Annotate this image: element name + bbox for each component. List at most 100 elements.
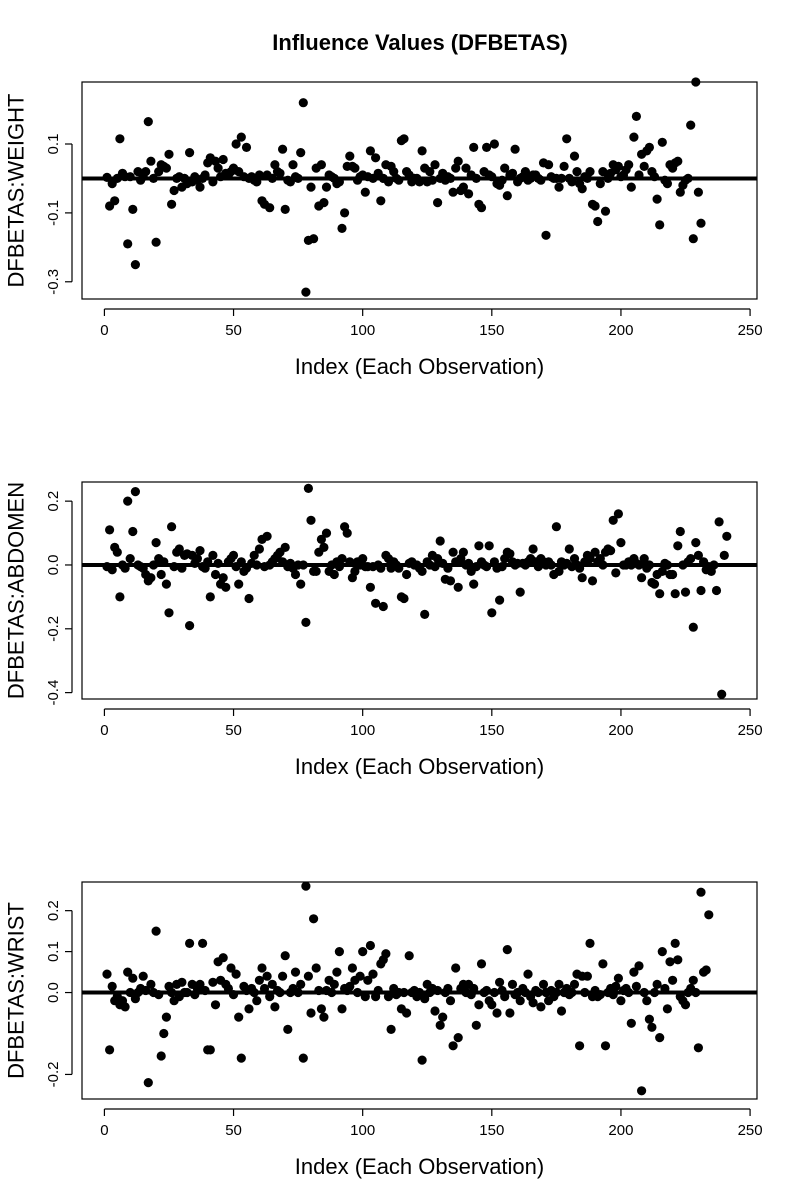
- data-point-abdomen: [495, 595, 505, 605]
- data-point-weight: [128, 204, 138, 214]
- data-point-wrist: [249, 987, 259, 998]
- data-point-wrist: [528, 998, 538, 1008]
- data-point-weight: [631, 111, 642, 121]
- data-point-wrist: [399, 987, 409, 998]
- y-tick-label-abdomen: -0.4: [45, 680, 62, 706]
- data-point-abdomen: [649, 579, 660, 589]
- data-point-abdomen: [464, 558, 474, 569]
- y-tick-label-wrist: 0.1: [45, 941, 62, 962]
- data-point-abdomen: [417, 566, 427, 577]
- plot-frame-wrist: [81, 881, 758, 1100]
- data-point-wrist: [489, 987, 499, 998]
- data-point-wrist: [363, 975, 373, 985]
- data-point-wrist: [151, 926, 161, 936]
- data-point-abdomen: [634, 560, 644, 570]
- x-tick-label-abdomen: 100: [350, 722, 375, 739]
- data-point-abdomen: [482, 562, 492, 572]
- y-axis-title-weight: DFBETAS:WEIGHT: [4, 94, 29, 288]
- data-point-abdomen: [329, 569, 339, 580]
- data-point-abdomen: [185, 621, 195, 631]
- data-point-wrist: [347, 963, 357, 973]
- data-point-wrist: [327, 987, 337, 998]
- data-point-weight: [652, 194, 662, 204]
- data-point-wrist: [435, 1020, 445, 1030]
- data-point-abdomen: [159, 557, 169, 567]
- x-tick-label-wrist: 0: [100, 1122, 108, 1139]
- data-point-weight: [270, 160, 280, 170]
- data-point-weight: [319, 198, 329, 208]
- data-point-weight: [334, 177, 344, 187]
- data-point-abdomen: [691, 538, 701, 548]
- data-point-wrist: [644, 1014, 655, 1024]
- data-point-abdomen: [365, 582, 375, 592]
- data-point-abdomen: [469, 579, 479, 589]
- data-point-weight: [316, 160, 326, 170]
- data-point-wrist: [267, 979, 277, 990]
- data-point-wrist: [386, 1024, 396, 1034]
- data-point-weight: [644, 142, 655, 152]
- data-point-wrist: [198, 938, 208, 949]
- plot-frame-weight: [81, 81, 758, 300]
- data-point-wrist: [154, 990, 164, 1000]
- data-point-abdomen: [709, 560, 719, 570]
- data-point-abdomen: [120, 563, 130, 573]
- data-point-weight: [200, 170, 210, 180]
- data-point-abdomen: [564, 544, 574, 554]
- data-point-wrist: [200, 985, 210, 996]
- data-point-weight: [146, 156, 156, 166]
- data-point-abdomen: [394, 563, 404, 573]
- data-point-wrist: [608, 990, 618, 1000]
- data-point-wrist: [128, 973, 138, 983]
- data-point-weight: [476, 203, 487, 213]
- x-tick-label-abdomen: 0: [100, 722, 108, 739]
- data-point-abdomen: [252, 560, 262, 570]
- data-point-wrist: [626, 1018, 636, 1028]
- data-point-weight: [167, 199, 177, 209]
- data-point-weight: [497, 175, 507, 185]
- data-point-abdomen: [435, 536, 445, 546]
- data-point-weight: [464, 189, 474, 199]
- data-point-wrist: [298, 1053, 308, 1063]
- data-point-wrist: [556, 1006, 567, 1016]
- y-axis-title-abdomen: DFBETAS:ABDOMEN: [4, 482, 29, 699]
- data-point-weight: [143, 117, 153, 127]
- data-point-abdomen: [655, 589, 665, 599]
- panel-dfbetas-abdomen: 0 50 100 150 200 250 0.2 0.0 -0.2 -0.4 Index (Each…: [4, 481, 763, 779]
- data-point-wrist: [657, 947, 667, 957]
- data-point-abdomen: [722, 531, 732, 541]
- data-point-weight: [399, 134, 409, 144]
- data-point-wrist: [598, 959, 608, 969]
- data-point-weight: [544, 160, 554, 170]
- x-tick-label-weight: 100: [350, 322, 375, 339]
- y-tick-label-wrist: 0.0: [45, 982, 62, 1003]
- data-point-weight: [296, 148, 306, 158]
- data-point-abdomen: [306, 515, 316, 525]
- x-tick-label-abdomen: 50: [225, 722, 242, 739]
- data-point-wrist: [492, 1008, 502, 1018]
- data-point-abdomen: [249, 550, 259, 561]
- data-point-wrist: [257, 963, 267, 973]
- data-point-abdomen: [606, 546, 616, 556]
- data-point-weight: [693, 187, 704, 197]
- data-point-wrist: [293, 987, 303, 998]
- data-point-abdomen: [174, 544, 184, 554]
- data-point-weight: [569, 151, 580, 161]
- data-point-wrist: [505, 1008, 515, 1018]
- x-tick-label-abdomen: 200: [608, 722, 633, 739]
- data-point-abdomen: [146, 573, 156, 583]
- data-point-wrist: [445, 996, 456, 1006]
- data-point-abdomen: [611, 568, 621, 578]
- data-point-abdomen: [156, 569, 166, 580]
- panel-dfbetas-weight: 0 50 100 150 200 250 0.1 -0.1 -0.3 Index (Each Ob…: [4, 77, 763, 379]
- data-point-wrist: [575, 1041, 585, 1051]
- data-point-wrist: [515, 996, 525, 1006]
- data-point-abdomen: [577, 573, 587, 583]
- y-tick-label-abdomen: -0.2: [45, 616, 62, 642]
- panel-dfbetas-wrist: 0 50 100 150 200 250 0.2 0.1 0.0 -0.2 Index (Each …: [4, 881, 763, 1179]
- data-point-abdomen: [262, 531, 272, 541]
- data-point-weight: [688, 234, 698, 244]
- data-point-abdomen: [587, 576, 598, 586]
- data-point-weight: [489, 139, 499, 149]
- data-point-abdomen: [316, 534, 326, 545]
- data-point-weight: [461, 163, 471, 173]
